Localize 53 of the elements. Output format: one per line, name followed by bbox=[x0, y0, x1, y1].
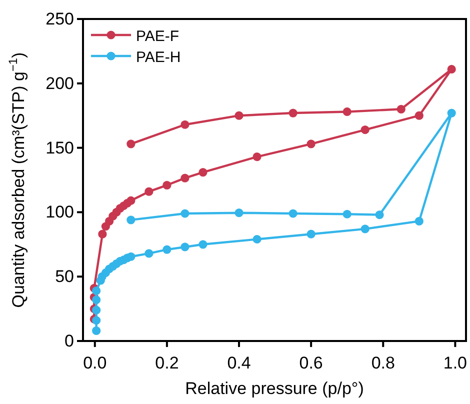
x-axis-title: Relative pressure (p/p°) bbox=[185, 379, 364, 398]
legend-label: PAE-F bbox=[136, 28, 180, 45]
y-tick-label: 150 bbox=[46, 138, 74, 158]
point bbox=[360, 224, 370, 234]
point bbox=[198, 168, 208, 177]
point bbox=[126, 140, 136, 148]
point bbox=[180, 120, 190, 129]
point bbox=[92, 326, 101, 335]
point bbox=[180, 209, 190, 218]
point bbox=[126, 252, 136, 261]
point bbox=[447, 108, 456, 118]
x-tick-label: 0.4 bbox=[227, 354, 251, 373]
point bbox=[342, 107, 352, 116]
point bbox=[234, 111, 244, 120]
point bbox=[447, 64, 456, 74]
point bbox=[144, 187, 154, 196]
point bbox=[162, 245, 172, 254]
legend-label: PAE-H bbox=[136, 49, 181, 66]
point bbox=[98, 230, 107, 238]
point bbox=[92, 306, 101, 314]
x-tick-label: 1.0 bbox=[443, 354, 468, 373]
point bbox=[92, 316, 101, 325]
point bbox=[252, 152, 262, 162]
point bbox=[306, 140, 316, 148]
y-tick-label: 200 bbox=[46, 74, 74, 93]
y-tick-label: 0 bbox=[64, 331, 74, 350]
point bbox=[144, 249, 154, 258]
point bbox=[375, 210, 384, 220]
point bbox=[342, 210, 352, 218]
point bbox=[306, 230, 316, 238]
point bbox=[180, 174, 190, 182]
point bbox=[414, 216, 424, 226]
x-tick-label: 0.2 bbox=[155, 354, 179, 373]
y-tick-label: 50 bbox=[55, 267, 74, 286]
x-tick-label: 0.8 bbox=[371, 354, 395, 373]
point bbox=[414, 111, 424, 120]
point bbox=[234, 208, 244, 218]
point bbox=[360, 125, 370, 134]
x-tick-label: 0.6 bbox=[299, 354, 323, 373]
point bbox=[288, 108, 298, 118]
point bbox=[162, 180, 172, 190]
point bbox=[252, 234, 262, 244]
point bbox=[180, 242, 190, 252]
x-tick-label: 0.0 bbox=[83, 354, 107, 373]
point bbox=[288, 209, 298, 218]
y-tick-label: 100 bbox=[46, 202, 74, 222]
point bbox=[92, 295, 101, 304]
point bbox=[198, 240, 208, 249]
point bbox=[126, 196, 136, 205]
point bbox=[92, 286, 101, 296]
point bbox=[396, 104, 406, 114]
y-tick-label: 250 bbox=[46, 9, 74, 28]
point bbox=[126, 216, 136, 224]
